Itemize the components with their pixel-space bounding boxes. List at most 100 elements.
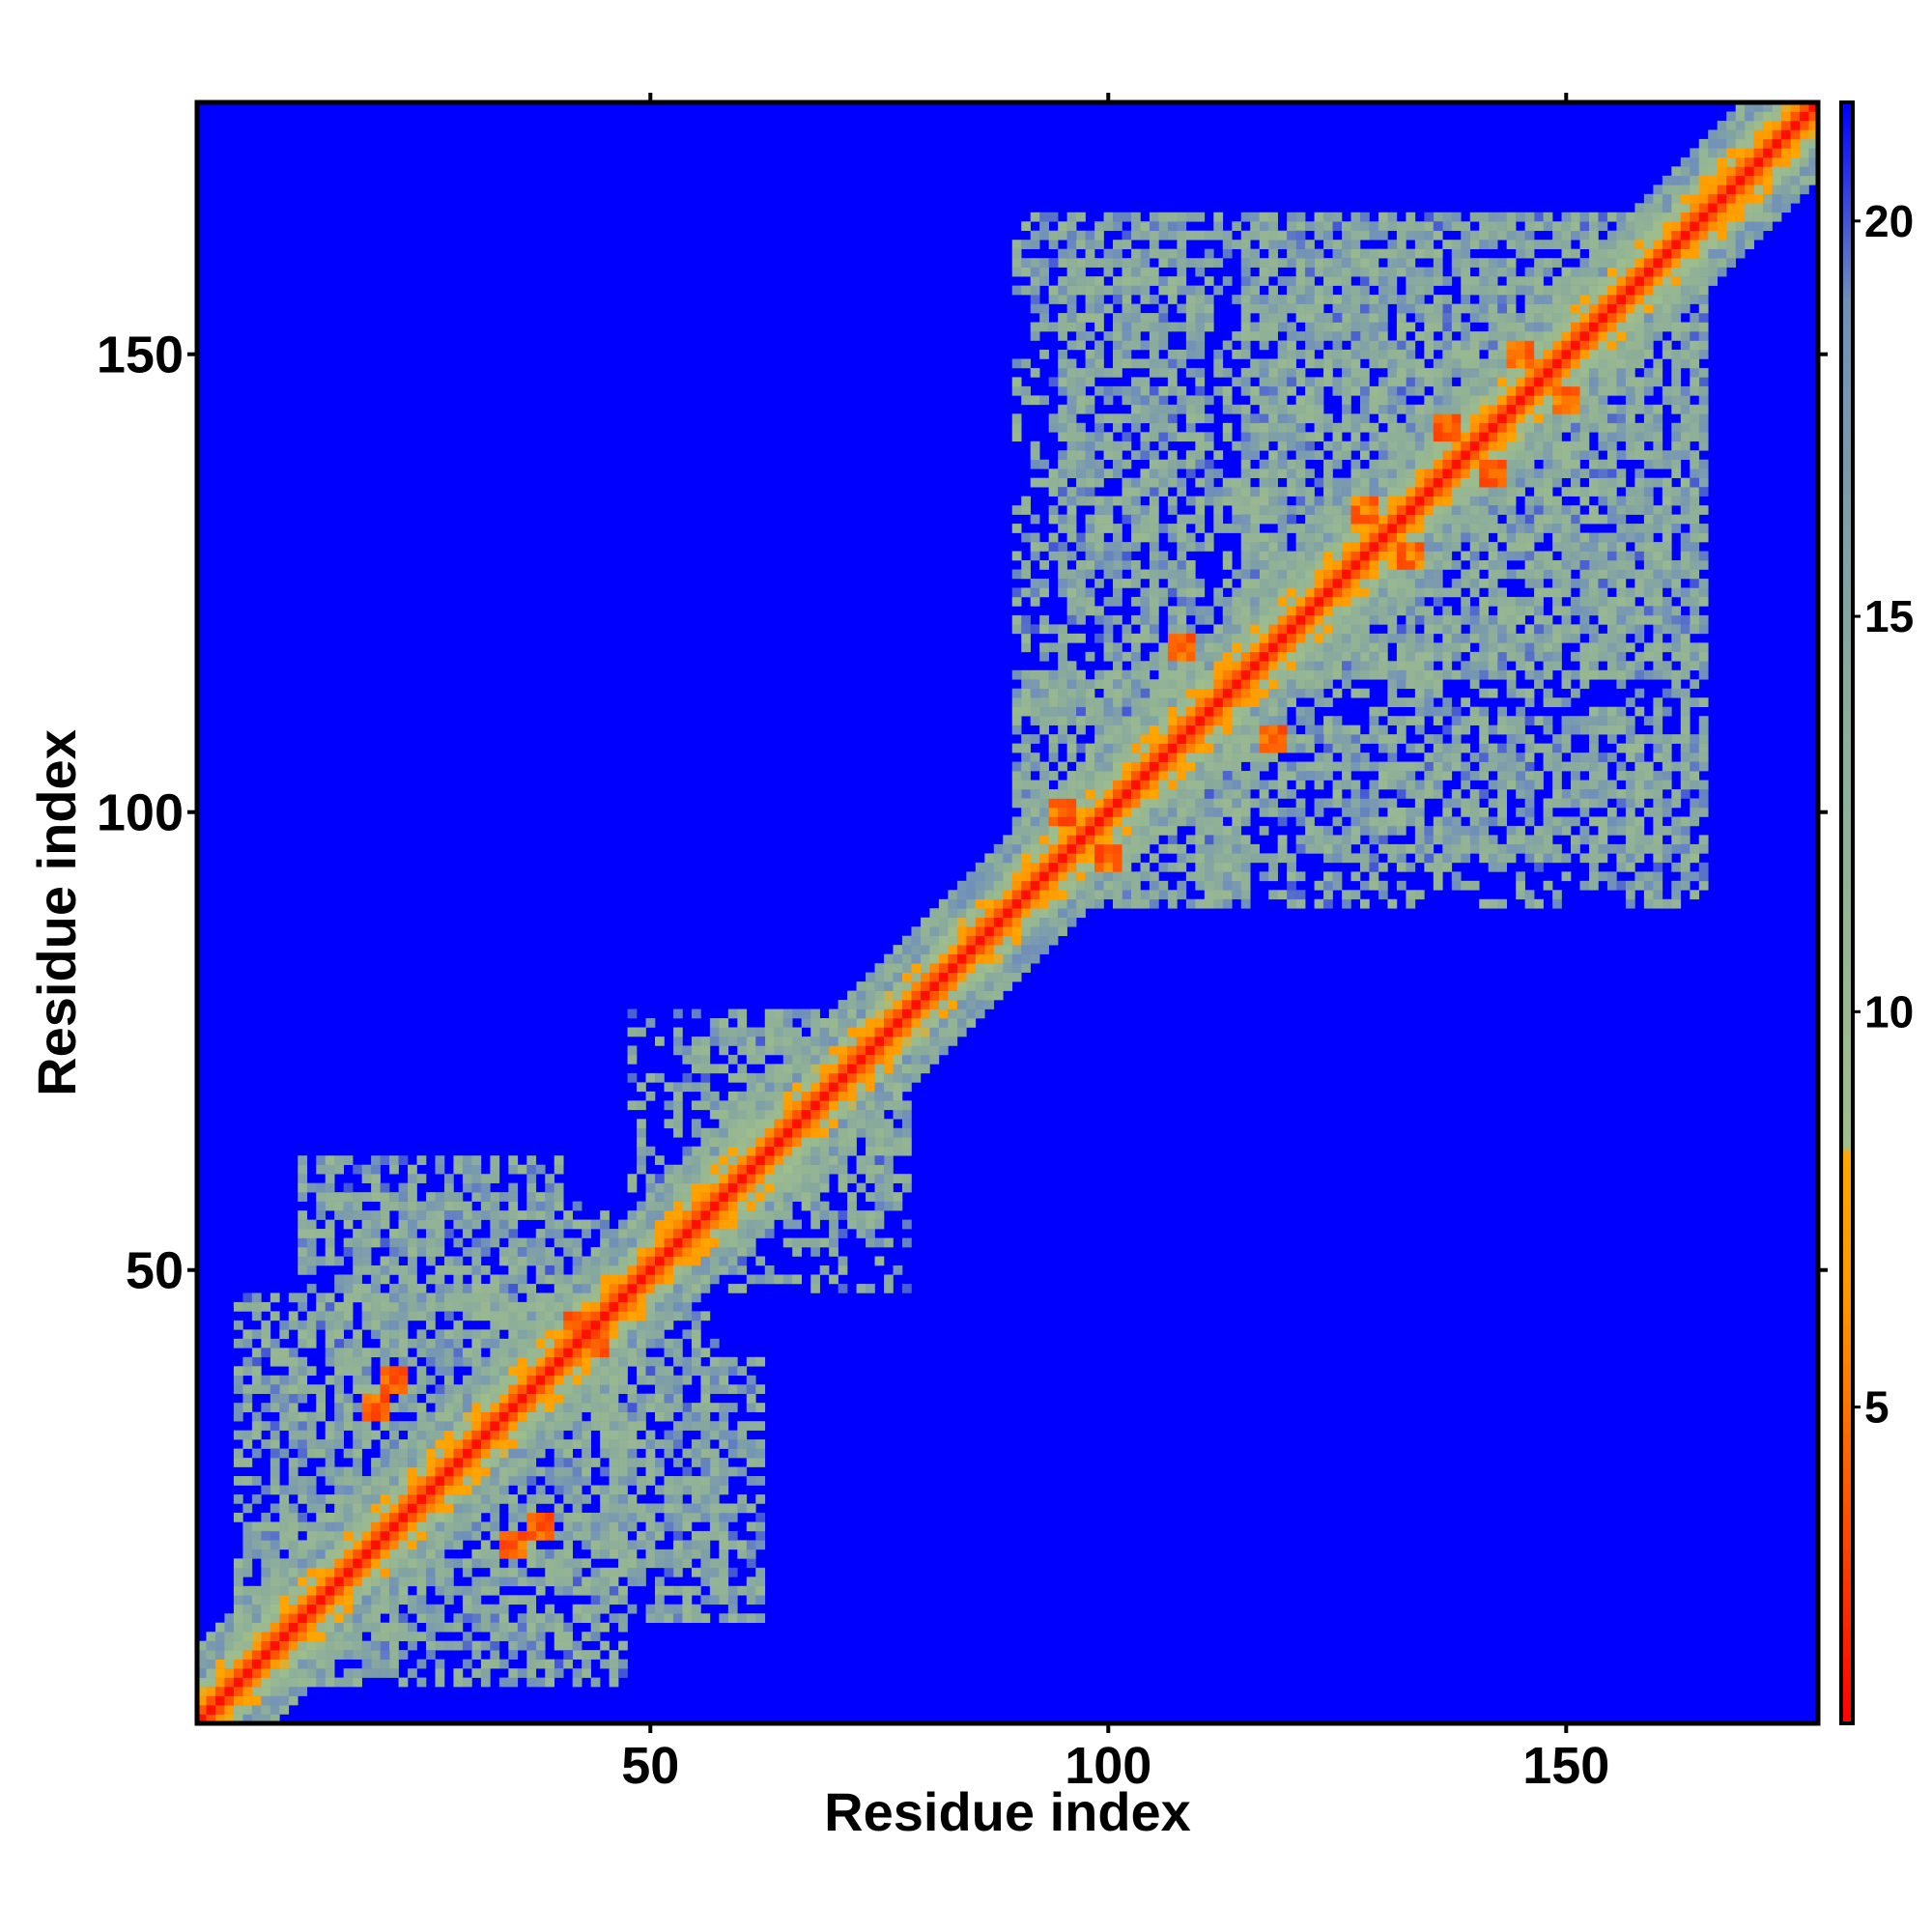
heatmap-cell [774, 1210, 784, 1220]
heatmap-cell [1158, 798, 1169, 809]
heatmap-cell [416, 1521, 427, 1532]
heatmap-cell [1130, 596, 1141, 607]
heatmap-cell [508, 1448, 519, 1459]
heatmap-cell [874, 963, 885, 973]
heatmap-cell [298, 1687, 308, 1696]
heatmap-cell [1021, 953, 1031, 964]
heatmap-cell [270, 1348, 280, 1358]
heatmap-cell [1185, 743, 1196, 753]
heatmap-cell [993, 880, 1004, 891]
heatmap-cell [1149, 898, 1159, 909]
heatmap-cell [498, 1493, 509, 1504]
heatmap-cell [1552, 358, 1562, 369]
heatmap-cell [1534, 349, 1544, 359]
heatmap-cell [1433, 524, 1443, 533]
heatmap-cell [627, 1229, 638, 1238]
heatmap-cell [600, 1421, 610, 1431]
heatmap-cell [590, 1595, 601, 1605]
heatmap-cell [838, 1072, 848, 1083]
heatmap-cell [508, 1503, 519, 1514]
heatmap-cell [1606, 230, 1617, 241]
heatmap-cell [582, 1421, 591, 1431]
heatmap-cell [1240, 780, 1251, 790]
heatmap-cell [1378, 578, 1388, 588]
heatmap-cell [416, 1430, 427, 1440]
heatmap-cell [1039, 706, 1049, 717]
heatmap-cell [1561, 276, 1572, 286]
heatmap-cell [1103, 688, 1114, 698]
heatmap-cell [1406, 450, 1416, 461]
heatmap-cell [1653, 276, 1663, 286]
heatmap-cell [1021, 816, 1031, 827]
heatmap-cell [1442, 505, 1453, 515]
heatmap-cell [1772, 166, 1782, 177]
heatmap-cell [948, 890, 958, 900]
heatmap-cell [224, 1677, 235, 1688]
heatmap-cell [416, 1421, 427, 1431]
heatmap-cell [1268, 633, 1278, 643]
heatmap-cell [727, 1210, 738, 1220]
heatmap-cell [1076, 908, 1086, 919]
heatmap-cell [353, 1274, 362, 1285]
heatmap-cell [691, 1054, 701, 1065]
heatmap-cell [664, 1512, 674, 1522]
heatmap-cell [920, 972, 930, 982]
heatmap-cell [1516, 459, 1525, 469]
heatmap-cell [645, 1293, 656, 1303]
heatmap-cell [1177, 688, 1187, 698]
heatmap-cell [1461, 469, 1471, 478]
heatmap-cell [1195, 871, 1206, 882]
heatmap-cell [1314, 651, 1324, 662]
heatmap-cell [371, 1283, 381, 1293]
heatmap-cell [993, 890, 1004, 900]
heatmap-cell [490, 1201, 500, 1211]
heatmap-cell [380, 1274, 390, 1285]
heatmap-cell [1048, 771, 1059, 781]
heatmap-cell [316, 1585, 327, 1596]
heatmap-cell [408, 1384, 417, 1395]
heatmap-cell [764, 1174, 775, 1183]
heatmap-cell [1763, 166, 1773, 177]
heatmap-cell [609, 1613, 619, 1624]
heatmap-cell [727, 1567, 738, 1577]
heatmap-cell [645, 1403, 656, 1412]
heatmap-cell [609, 1247, 619, 1257]
heatmap-cell [508, 1439, 519, 1449]
heatmap-cell [1240, 706, 1251, 717]
heatmap-cell [1140, 753, 1151, 762]
heatmap-cell [535, 1493, 546, 1504]
heatmap-cell [233, 1384, 243, 1395]
heatmap-cell [416, 1512, 427, 1522]
heatmap-cell [389, 1201, 399, 1211]
heatmap-cell [1414, 422, 1425, 433]
heatmap-cell [1378, 560, 1388, 570]
heatmap-cell [1122, 761, 1132, 772]
heatmap-cell [298, 1558, 308, 1569]
heatmap-cell [1634, 285, 1645, 296]
heatmap-cell [535, 1530, 546, 1541]
heatmap-cell [664, 1293, 674, 1303]
heatmap-cell [1634, 331, 1645, 341]
heatmap-cell [526, 1476, 537, 1486]
heatmap-cell [1579, 285, 1590, 296]
heatmap-cell [682, 1421, 693, 1431]
heatmap-cell [893, 963, 903, 973]
heatmap-cell [306, 1229, 317, 1238]
heatmap-cell [829, 1064, 838, 1074]
heatmap-cell [251, 1348, 262, 1358]
heatmap-cell [1469, 422, 1480, 433]
heatmap-cell [609, 1293, 619, 1303]
heatmap-cell [637, 1237, 646, 1248]
heatmap-cell [1011, 835, 1022, 845]
heatmap-cell [298, 1247, 308, 1257]
heatmap-cell [774, 1018, 784, 1028]
heatmap-cell [471, 1375, 482, 1385]
heatmap-cell [655, 1558, 665, 1569]
heatmap-cell [535, 1485, 546, 1495]
heatmap-cell [508, 1338, 519, 1349]
heatmap-cell [1369, 569, 1379, 580]
heatmap-cell [655, 1293, 665, 1303]
heatmap-cell [380, 1182, 390, 1193]
heatmap-cell [1598, 358, 1608, 369]
heatmap-cell [691, 1548, 701, 1559]
